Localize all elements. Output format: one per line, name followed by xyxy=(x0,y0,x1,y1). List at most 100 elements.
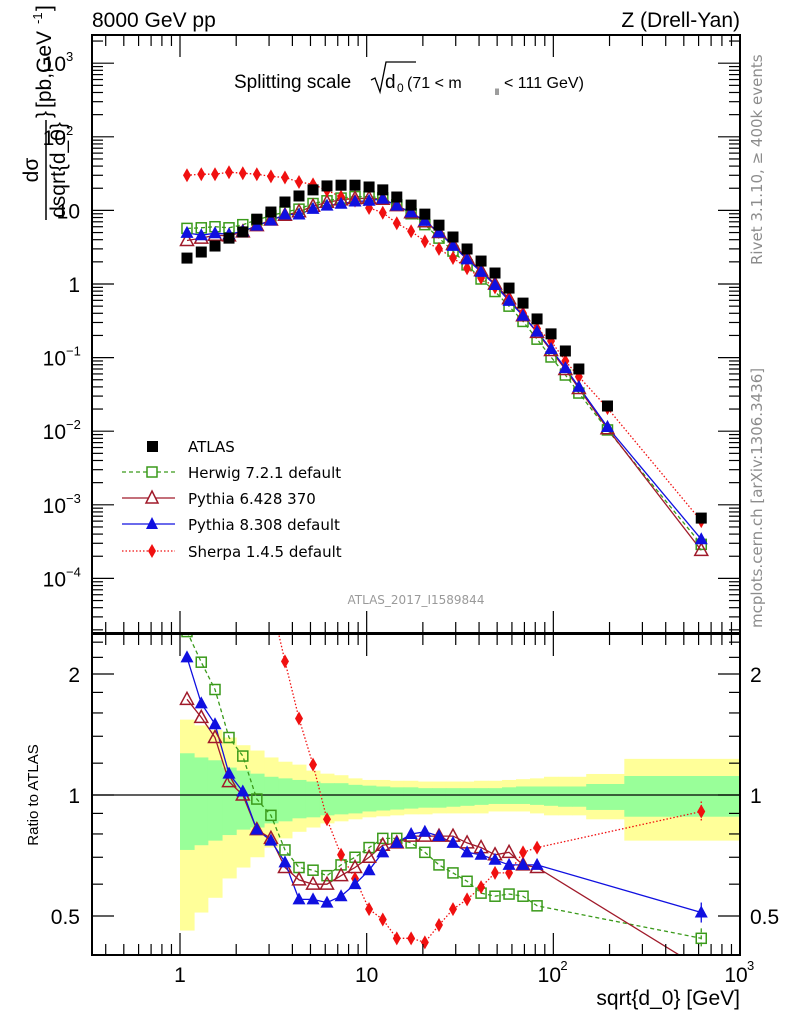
ratio-point-sherpa-1-4-5-default xyxy=(322,812,331,827)
band-stat-bin xyxy=(624,775,740,817)
ratio-point-pythia-6-428-370 xyxy=(193,708,210,724)
ratio-line-pythia-6-428-370 xyxy=(186,698,681,955)
xtick-label: 10 xyxy=(724,964,747,987)
ratio-point-herwig-7-2-1-default xyxy=(223,731,235,744)
ratio-point-sherpa-1-4-5-default xyxy=(434,917,443,932)
main-point-pythia-8-308-default xyxy=(516,308,530,321)
main-point-sherpa-1-4-5-default xyxy=(392,216,401,231)
main-point-pythia-8-308-default xyxy=(460,252,474,265)
main-point-atlas xyxy=(307,184,319,196)
ratio-point-sherpa-1-4-5-default xyxy=(407,931,416,946)
main-ytick-exponent: −2 xyxy=(66,417,81,432)
main-point-atlas xyxy=(209,240,221,252)
ratio-point-sherpa-1-4-5-default xyxy=(337,847,346,862)
main-point-pythia-8-308-default xyxy=(404,205,418,218)
ratio-point-herwig-7-2-1-default xyxy=(419,846,431,859)
main-point-atlas xyxy=(377,184,389,196)
ratio-point-herwig-7-2-1-default xyxy=(251,793,263,805)
ylabel-unit-end: ] xyxy=(33,5,56,11)
main-point-pythia-8-308-default xyxy=(320,198,334,211)
ratio-point-sherpa-1-4-5-default xyxy=(448,902,457,917)
band-stat-bin xyxy=(586,784,625,810)
ratio-point-pythia-6-428-370 xyxy=(305,875,321,890)
main-point-atlas xyxy=(279,196,291,208)
band-stat-bin xyxy=(361,785,377,812)
ratio-point-pythia-6-428-370 xyxy=(179,690,195,706)
ratio-point-pythia-8-308-default xyxy=(390,835,404,848)
title-sym: d xyxy=(385,72,396,93)
ratio-point-herwig-7-2-1-default xyxy=(321,869,333,882)
ratio-point-pythia-8-308-default xyxy=(432,829,446,842)
main-point-atlas xyxy=(349,179,361,191)
main-point-atlas xyxy=(321,180,333,192)
ratio-point-pythia-8-308-default xyxy=(502,857,516,870)
legend-label-pythia6: Pythia 6.428 370 xyxy=(188,490,316,508)
main-point-pythia-6-428-370 xyxy=(693,541,710,557)
ratio-point-sherpa-1-4-5-default xyxy=(420,935,429,950)
main-point-pythia-8-308-default xyxy=(306,201,320,214)
main-point-pythia-8-308-default xyxy=(278,207,292,220)
xtick-exponent: 3 xyxy=(747,958,754,973)
ratio-point-pythia-8-308-default xyxy=(446,835,460,848)
ratio-point-pythia-8-308-default xyxy=(404,826,418,839)
main-point-atlas xyxy=(517,297,529,309)
ratio-ylabel: Ratio to ATLAS xyxy=(25,744,42,845)
main-point-atlas xyxy=(419,208,431,220)
band-stat-bin xyxy=(543,786,559,806)
main-point-sherpa-1-4-5-default xyxy=(197,167,206,182)
band-stat-bin xyxy=(432,788,447,808)
ratio-point-herwig-7-2-1-default xyxy=(517,890,529,902)
main-point-atlas xyxy=(335,179,347,191)
ratio-point-pythia-8-308-default xyxy=(488,852,502,865)
legend-item-atlas: ATLAS xyxy=(147,438,235,456)
ratio-point-pythia-6-428-370 xyxy=(319,875,335,890)
band-stat-bin xyxy=(488,788,503,804)
band-stat-bin xyxy=(375,786,391,811)
main-ytick-exponent: 3 xyxy=(66,49,73,64)
main-point-pythia-8-308-default xyxy=(264,213,278,226)
xtick-label: 10 xyxy=(538,964,561,987)
main-point-pythia-8-308-default xyxy=(600,420,614,433)
ratio-point-pythia-8-308-default xyxy=(694,905,708,918)
ratio-point-pythia-8-308-default xyxy=(194,696,208,709)
main-point-pythia-8-308-default xyxy=(488,277,502,290)
header-left: 8000 GeV pp xyxy=(92,9,216,32)
main-point-pythia-8-308-default xyxy=(250,218,264,231)
ratio-point-pythia-8-308-default xyxy=(348,877,362,890)
main-point-pythia-8-308-default xyxy=(208,226,222,239)
ratio-point-herwig-7-2-1-default xyxy=(461,875,473,888)
ratio-ytick-label: 1 xyxy=(68,785,80,808)
ratio-point-pythia-8-308-default xyxy=(516,857,530,870)
legend-marker-sherpa xyxy=(148,544,156,558)
ratio-uncertainty-bands xyxy=(180,719,740,931)
ratio-point-pythia-8-308-default xyxy=(418,824,432,837)
ratio-point-sherpa-1-4-5-default xyxy=(211,395,219,409)
band-stat-bin xyxy=(305,781,321,818)
main-point-atlas xyxy=(601,400,613,412)
ratio-point-sherpa-1-4-5-default xyxy=(477,880,486,895)
legend-label-herwig: Herwig 7.2.1 default xyxy=(188,464,341,482)
title-prefix: Splitting scale xyxy=(234,72,351,93)
ratio-point-pythia-8-308-default xyxy=(376,845,390,858)
ratio-point-pythia-8-308-default xyxy=(530,857,544,870)
main-point-atlas xyxy=(237,226,249,238)
legend-marker-herwig xyxy=(146,466,158,478)
main-point-pythia-8-308-default xyxy=(376,191,390,204)
mcplots-label: mcplots.cern.ch [arXiv:1306.3436] xyxy=(748,368,766,628)
ratio-point-pythia-6-428-370 xyxy=(695,962,708,974)
main-point-atlas xyxy=(195,246,207,258)
main-point-pythia-8-308-default xyxy=(390,198,404,211)
main-point-sherpa-1-4-5-default xyxy=(434,241,443,256)
band-stat-bin xyxy=(403,787,419,809)
ratio-point-sherpa-1-4-5-default xyxy=(365,902,374,917)
ratio-point-sherpa-1-4-5-default xyxy=(267,593,275,607)
main-series-markers xyxy=(179,165,710,557)
title-range-sub: ll xyxy=(495,87,499,97)
ratio-point-sherpa-1-4-5-default xyxy=(295,711,304,726)
main-point-pythia-8-308-default xyxy=(292,207,306,220)
xtick-label: 10 xyxy=(355,964,378,987)
main-ytick-exponent: −3 xyxy=(66,491,81,506)
rivet-label: Rivet 3.1.10, ≥ 400k events xyxy=(748,54,766,265)
ratio-point-pythia-8-308-default xyxy=(250,822,264,835)
ratio-point-pythia-6-428-370 xyxy=(207,728,223,744)
